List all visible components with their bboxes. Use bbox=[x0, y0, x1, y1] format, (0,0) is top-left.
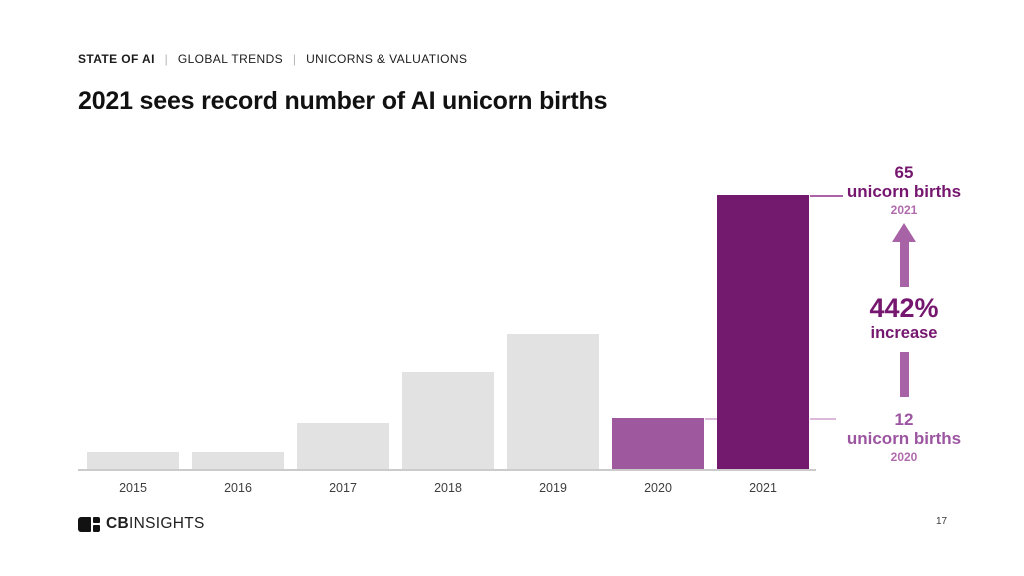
axis-label-2018: 2018 bbox=[434, 481, 462, 495]
bar-rect-2017 bbox=[297, 423, 389, 469]
bar-2019: 2019 bbox=[507, 195, 599, 495]
cbinsights-logo-text: CBINSIGHTS bbox=[106, 515, 205, 533]
axis-label-2021: 2021 bbox=[749, 481, 777, 495]
axis-label-2020: 2020 bbox=[644, 481, 672, 495]
annotation-12-value: 12 bbox=[894, 410, 914, 429]
annotation-percent-label: increase bbox=[870, 324, 938, 342]
axis-label-2017: 2017 bbox=[329, 481, 357, 495]
annotation-12-group: 12 unicorn births 2020 bbox=[847, 410, 961, 464]
arrow-tail bbox=[899, 352, 909, 397]
breadcrumb-report-name: STATE OF AI bbox=[78, 52, 155, 66]
annotation-column: 65 unicorn births 2021 442% increase 12 … bbox=[843, 163, 965, 464]
bar-2018: 2018 bbox=[402, 195, 494, 495]
annotation-65-value: 65 bbox=[894, 163, 914, 182]
breadcrumb-section: GLOBAL TRENDS bbox=[177, 52, 284, 66]
bar-rect-2020 bbox=[612, 418, 704, 469]
bar-2017: 2017 bbox=[297, 195, 389, 495]
logo-text-bold: CB bbox=[106, 515, 129, 532]
axis-label-2016: 2016 bbox=[224, 481, 252, 495]
page-number: 17 bbox=[936, 516, 948, 527]
logo-text-light: INSIGHTS bbox=[129, 515, 205, 532]
bar-chart: 2015 2016 2017 2018 2019 2020 2021 bbox=[87, 195, 809, 495]
bar-rect-2018 bbox=[402, 372, 494, 469]
annotation-percent-value: 442% bbox=[869, 293, 939, 323]
annotation-65-label: unicorn births bbox=[846, 182, 962, 201]
breadcrumb-subsection: UNICORNS & VALUATIONS bbox=[306, 52, 468, 66]
x-axis-line bbox=[78, 469, 816, 471]
cbinsights-logo: CBINSIGHTS bbox=[78, 515, 205, 533]
axis-label-2015: 2015 bbox=[119, 481, 147, 495]
axis-label-2019: 2019 bbox=[539, 481, 567, 495]
breadcrumb: STATE OF AI | GLOBAL TRENDS | UNICORNS &… bbox=[78, 52, 467, 66]
leader-line-65 bbox=[810, 195, 843, 197]
annotation-65-year: 2021 bbox=[890, 203, 918, 217]
bar-rect-2021 bbox=[717, 195, 809, 469]
annotation-12-label: unicorn births bbox=[846, 429, 962, 448]
arrow-shaft bbox=[899, 242, 909, 287]
leader-line-12-right bbox=[810, 418, 836, 420]
breadcrumb-separator: | bbox=[292, 52, 297, 66]
bar-rect-2016 bbox=[192, 452, 284, 469]
bar-2021: 2021 bbox=[717, 195, 809, 495]
cbinsights-logo-icon bbox=[78, 516, 100, 532]
annotation-12-year: 2020 bbox=[890, 450, 918, 464]
bar-rect-2019 bbox=[507, 334, 599, 469]
arrow-up-icon bbox=[892, 223, 916, 242]
bar-2016: 2016 bbox=[192, 195, 284, 495]
breadcrumb-separator: | bbox=[164, 52, 169, 66]
bar-2015: 2015 bbox=[87, 195, 179, 495]
bar-rect-2015 bbox=[87, 452, 179, 469]
page-title: 2021 sees record number of AI unicorn bi… bbox=[78, 86, 608, 115]
leader-line-12-left bbox=[705, 418, 717, 420]
bar-2020: 2020 bbox=[612, 195, 704, 495]
